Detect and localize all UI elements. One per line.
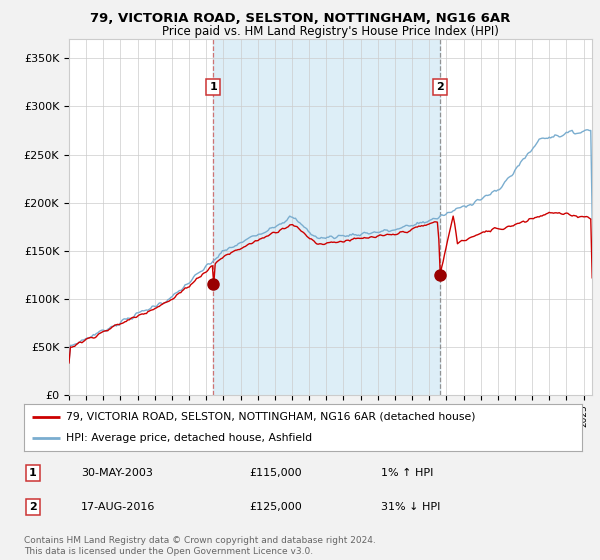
Bar xyxy=(214,39,440,395)
Text: 79, VICTORIA ROAD, SELSTON, NOTTINGHAM, NG16 6AR (detached house): 79, VICTORIA ROAD, SELSTON, NOTTINGHAM, … xyxy=(66,412,475,422)
Text: £125,000: £125,000 xyxy=(249,502,302,512)
Text: 79, VICTORIA ROAD, SELSTON, NOTTINGHAM, NG16 6AR: 79, VICTORIA ROAD, SELSTON, NOTTINGHAM, … xyxy=(90,12,510,25)
Text: HPI: Average price, detached house, Ashfield: HPI: Average price, detached house, Ashf… xyxy=(66,433,312,444)
Text: 31% ↓ HPI: 31% ↓ HPI xyxy=(381,502,440,512)
Text: Contains HM Land Registry data © Crown copyright and database right 2024.
This d: Contains HM Land Registry data © Crown c… xyxy=(24,536,376,556)
Text: 2: 2 xyxy=(29,502,37,512)
Text: 2: 2 xyxy=(436,82,444,92)
Text: 30-MAY-2003: 30-MAY-2003 xyxy=(81,468,153,478)
Text: 1: 1 xyxy=(29,468,37,478)
Title: Price paid vs. HM Land Registry's House Price Index (HPI): Price paid vs. HM Land Registry's House … xyxy=(162,25,499,38)
Text: 1% ↑ HPI: 1% ↑ HPI xyxy=(381,468,433,478)
Text: 17-AUG-2016: 17-AUG-2016 xyxy=(81,502,155,512)
Text: 1: 1 xyxy=(209,82,217,92)
Text: £115,000: £115,000 xyxy=(249,468,302,478)
